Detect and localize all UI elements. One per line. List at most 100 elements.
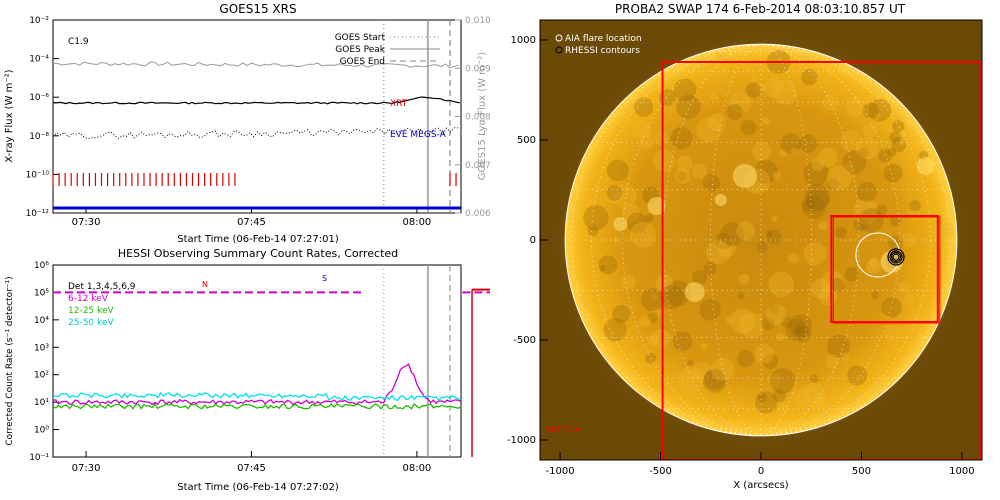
surface-feature xyxy=(892,120,905,133)
surface-feature xyxy=(884,325,900,341)
hessi-ytick-label: 10⁴ xyxy=(34,316,49,326)
surface-feature xyxy=(773,389,786,403)
surface-feature xyxy=(691,163,708,179)
surface-feature xyxy=(692,270,707,285)
surface-feature xyxy=(670,126,693,150)
swap-xtick-label: -1000 xyxy=(546,466,575,477)
surface-feature xyxy=(606,185,623,201)
surface-feature xyxy=(729,91,752,113)
swap-ytick-label: -500 xyxy=(513,335,536,346)
surface-feature xyxy=(715,232,732,250)
surface-feature xyxy=(699,299,721,321)
surface-feature xyxy=(859,208,884,233)
surface-feature xyxy=(745,82,762,98)
goes-legend: GOES Start GOES Peak GOES End xyxy=(335,33,440,67)
surface-feature xyxy=(767,372,782,387)
swap-xtick-label: -500 xyxy=(649,466,672,477)
surface-feature xyxy=(909,200,921,212)
hessi-ytick-label: 10³ xyxy=(34,343,49,353)
surface-feature xyxy=(810,374,819,384)
surface-feature xyxy=(900,232,916,249)
surface-feature xyxy=(889,131,902,144)
surface-feature xyxy=(769,368,796,394)
surface-feature xyxy=(785,318,808,341)
surface-feature xyxy=(763,77,783,98)
eve-series-label: EVE MEGS-A xyxy=(390,130,447,140)
surface-feature xyxy=(653,130,669,146)
swap-xtick-label: 1000 xyxy=(949,466,974,477)
goes-ytick-label: 10⁻² xyxy=(29,16,49,26)
surface-feature xyxy=(801,68,818,86)
surface-feature xyxy=(632,120,652,139)
hessi-ytick-label: 10⁵ xyxy=(34,288,49,298)
surface-feature xyxy=(898,137,907,145)
surface-feature xyxy=(677,367,704,393)
goes-ytick-label: 10⁻¹⁰ xyxy=(26,170,50,180)
xrt-fov-large xyxy=(661,61,981,460)
hessi-ytick-label: 10⁶ xyxy=(34,261,49,271)
graticule-longitude xyxy=(760,44,860,436)
surface-feature xyxy=(855,136,879,160)
surface-feature xyxy=(740,119,757,136)
goes-y2tick-label: 0.006 xyxy=(465,209,490,219)
surface-feature xyxy=(781,316,793,328)
surface-feature xyxy=(754,344,774,364)
surface-feature xyxy=(835,226,847,239)
surface-feature xyxy=(814,398,833,416)
surface-feature xyxy=(676,155,693,172)
surface-feature xyxy=(715,52,729,66)
surface-feature xyxy=(768,304,779,315)
hessi-panel: HESSI Observing Summary Count Rates, Cor… xyxy=(5,247,490,493)
swap-ytick-label: 0 xyxy=(530,235,536,246)
surface-feature xyxy=(650,306,662,319)
graticule-longitude xyxy=(760,44,900,436)
surface-feature xyxy=(765,230,773,238)
goes-y2tick-label: 0.009 xyxy=(465,64,490,74)
goes-axes: 07:3007:4508:0008:1508:3008:4509:0010⁻²1… xyxy=(26,16,490,228)
swap-xtick-label: 0 xyxy=(758,466,764,477)
surface-feature xyxy=(898,281,911,293)
swap-ytick-label: 1000 xyxy=(511,35,536,46)
surface-feature xyxy=(805,189,829,212)
rhessi-contour xyxy=(892,253,900,261)
surface-feature xyxy=(660,284,685,309)
goes-panel: GOES15 XRS 07:3007:4508:0008:1508:3008:4… xyxy=(4,2,490,245)
surface-feature xyxy=(700,343,708,351)
surface-feature xyxy=(812,393,827,408)
hessi-ytick-label: 10⁰ xyxy=(34,426,49,436)
surface-feature xyxy=(889,215,901,227)
swap-ytick-label: -1000 xyxy=(507,435,536,446)
surface-feature xyxy=(720,222,745,247)
surface-feature xyxy=(846,100,863,118)
rhessi-contour xyxy=(887,248,905,266)
goes-long-series xyxy=(52,96,461,105)
swap-legend: AIA flare location RHESSI contours xyxy=(555,34,642,56)
surface-feature xyxy=(707,113,726,132)
surface-feature xyxy=(703,261,717,275)
surface-feature xyxy=(655,274,674,292)
surface-feature xyxy=(675,168,691,184)
active-region xyxy=(916,156,935,176)
goes-y2tick-label: 0.007 xyxy=(465,161,490,171)
surface-feature xyxy=(803,242,827,266)
surface-feature xyxy=(801,198,814,212)
rhessi-contour xyxy=(889,250,903,264)
surface-feature xyxy=(869,257,879,267)
surface-feature xyxy=(612,183,637,208)
surface-feature xyxy=(633,97,654,117)
surface-feature xyxy=(703,369,727,393)
surface-feature xyxy=(621,203,640,222)
surface-feature xyxy=(791,147,798,155)
surface-feature xyxy=(613,236,620,243)
swap-xtick-label: 500 xyxy=(852,466,871,477)
hessi-ytick-label: 10⁻¹ xyxy=(29,453,49,463)
active-region xyxy=(880,250,903,274)
goes-title: GOES15 XRS xyxy=(219,2,296,16)
surface-feature xyxy=(677,171,687,182)
surface-feature xyxy=(841,352,850,362)
active-region xyxy=(732,163,757,189)
surface-feature xyxy=(858,147,869,158)
legend-goes-end-label: GOES End xyxy=(340,57,385,67)
surface-feature xyxy=(599,264,606,272)
surface-feature xyxy=(598,255,618,275)
